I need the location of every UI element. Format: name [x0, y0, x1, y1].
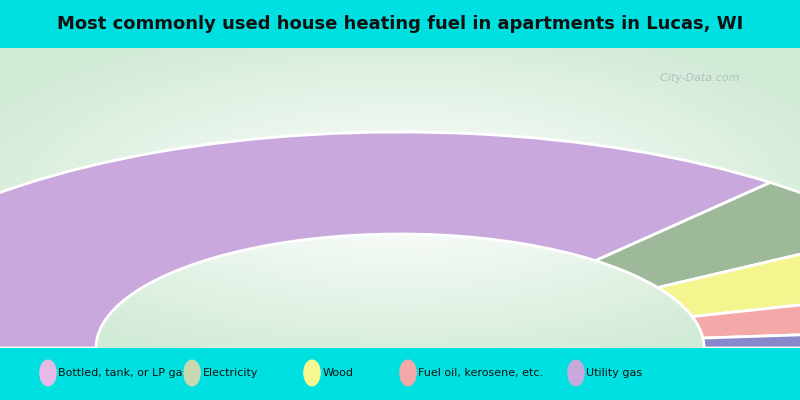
- Ellipse shape: [399, 360, 417, 386]
- Wedge shape: [703, 329, 800, 348]
- Text: Electricity: Electricity: [202, 368, 258, 378]
- Ellipse shape: [39, 360, 57, 386]
- Wedge shape: [692, 288, 800, 338]
- Ellipse shape: [183, 360, 201, 386]
- Ellipse shape: [303, 360, 321, 386]
- Text: City-Data.com: City-Data.com: [653, 73, 739, 83]
- Wedge shape: [658, 234, 800, 316]
- Text: Most commonly used house heating fuel in apartments in Lucas, WI: Most commonly used house heating fuel in…: [57, 15, 743, 33]
- Text: Utility gas: Utility gas: [586, 368, 642, 378]
- Wedge shape: [0, 132, 770, 348]
- Wedge shape: [595, 182, 800, 288]
- Text: Fuel oil, kerosene, etc.: Fuel oil, kerosene, etc.: [418, 368, 543, 378]
- Ellipse shape: [567, 360, 585, 386]
- Text: Wood: Wood: [322, 368, 354, 378]
- Text: Bottled, tank, or LP gas: Bottled, tank, or LP gas: [58, 368, 189, 378]
